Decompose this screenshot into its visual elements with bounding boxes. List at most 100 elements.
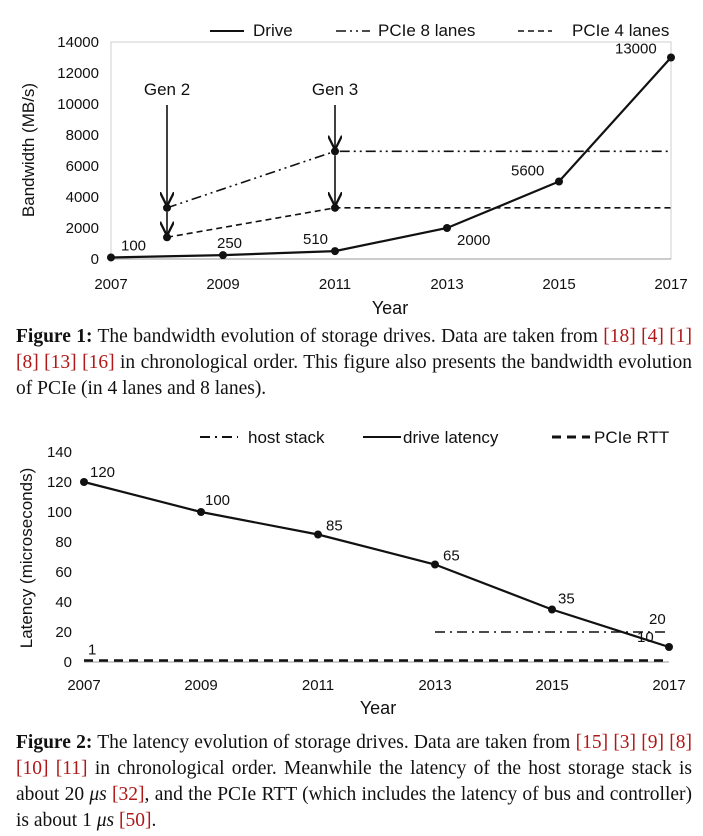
data-label: 2000 (457, 232, 490, 249)
figure-1-caption: Figure 1: The bandwidth evolution of sto… (16, 324, 692, 402)
y-tick-label: 120 (47, 474, 72, 491)
x-tick-label: 2009 (184, 677, 217, 694)
figure-2-caption-citation: [15] (575, 732, 609, 753)
x-tick-label: 2013 (418, 677, 451, 694)
y-axis-label: Latency (microseconds) (17, 468, 36, 648)
data-point (197, 508, 205, 516)
legend-label: PCIe 4 lanes (572, 21, 669, 40)
legend-label: PCIe RTT (594, 428, 669, 447)
data-point (331, 203, 339, 212)
y-tick-label: 4000 (66, 189, 99, 206)
data-point (107, 253, 115, 262)
x-tick-label: 2011 (302, 677, 334, 694)
figure-2-caption-citation: [9] (641, 732, 665, 753)
figure-1-caption-citation: [1] (669, 326, 693, 347)
y-tick-label: 0 (64, 654, 72, 671)
data-label: 13000 (615, 41, 657, 58)
y-tick-label: 40 (55, 594, 72, 611)
series-line-pcie-8-lanes (166, 150, 671, 209)
y-tick-label: 60 (55, 564, 72, 581)
x-tick-label: 2009 (206, 276, 239, 293)
annotation-label: Gen 3 (312, 80, 358, 99)
y-tick-label: 14000 (57, 34, 99, 51)
data-label: 120 (90, 464, 115, 481)
x-tick-label: 2007 (67, 677, 100, 694)
y-tick-label: 20 (55, 624, 72, 641)
figure-2-caption-citation: [50] (118, 810, 152, 831)
data-label: 100 (121, 237, 146, 254)
figure-1-caption-citation: [4] (641, 326, 664, 347)
x-tick-label: 2015 (542, 276, 575, 293)
data-point (555, 177, 563, 186)
figure-2-caption-label: Figure 2: (16, 732, 93, 753)
series-line-drive-latency (83, 480, 670, 649)
y-tick-label: 10000 (57, 96, 99, 113)
y-tick-label: 140 (47, 444, 72, 461)
figure-2-caption-text-run: μs (89, 784, 107, 805)
y-tick-label: 8000 (66, 127, 99, 144)
data-point (331, 147, 339, 156)
figure-2-caption-citation: [8] (669, 732, 693, 753)
figure-1-caption-citation: [16] (82, 352, 115, 373)
x-tick-label: 2017 (654, 276, 687, 293)
x-tick-label: 2013 (430, 276, 463, 293)
data-point (548, 605, 556, 614)
y-tick-label: 80 (55, 534, 72, 551)
y-tick-label: 12000 (57, 65, 99, 82)
figure-1-caption-label: Figure 1: (16, 326, 93, 347)
data-point (163, 233, 171, 242)
figure-2-caption-text-run: . (151, 810, 157, 831)
data-point (665, 643, 673, 651)
data-point (431, 560, 439, 569)
series-line-drive (110, 56, 672, 259)
figure-2-caption-citation: [10] (16, 758, 49, 779)
legend-label: Drive (253, 21, 293, 40)
figure-2-caption-text-run: μs (96, 810, 115, 831)
figure-2-caption-citation: [3] (613, 732, 637, 753)
figure-1-caption-citation: [18] (603, 326, 636, 347)
figure-2-caption-text: The latency evolution of storage drives.… (16, 732, 692, 831)
data-label: 250 (217, 235, 242, 252)
annotation-label: Gen 2 (144, 80, 190, 99)
data-point (314, 530, 322, 539)
data-label: 85 (326, 518, 343, 535)
legend-label: drive latency (403, 428, 499, 447)
bandwidth-chart-svg: 0 2000 4000 6000 8000 10000 12000 14000 2007 2009… (19, 21, 688, 318)
data-label: 65 (443, 548, 460, 565)
y-axis-label: Bandwidth (MB/s) (19, 83, 38, 217)
data-label: 5600 (511, 163, 544, 180)
figure-1-caption-citation: [13] (44, 352, 77, 373)
data-label: 510 (303, 231, 328, 248)
figure-2-chart: 0 20 40 60 80 100 120 140 2007 2009 2011 2013 2015 20… (0, 418, 703, 721)
figure-2-caption: Figure 2: The latency evolution of stora… (16, 730, 692, 834)
data-label: 20 (649, 611, 666, 628)
x-axis-label: Year (360, 698, 396, 718)
figure-2-caption-text-run: , and the PCIe RTT (which includes the l… (16, 784, 693, 831)
figure-1-caption-text: The bandwidth evolution of storage drive… (16, 326, 692, 399)
data-label: 100 (205, 492, 230, 509)
legend-label: PCIe 8 lanes (378, 21, 475, 40)
data-label: 1 (88, 642, 96, 659)
y-tick-label: 0 (91, 251, 99, 268)
data-point (331, 247, 339, 256)
y-tick-label: 2000 (66, 220, 99, 237)
figure-1-caption-text-run: The bandwidth evolution of storage drive… (92, 326, 604, 347)
x-tick-label: 2007 (94, 276, 127, 293)
x-tick-label: 2015 (535, 677, 568, 694)
data-label: 35 (558, 591, 575, 608)
x-tick-label: 2017 (652, 677, 685, 694)
figure-1-caption-citation: [8] (16, 352, 39, 373)
figure-2-caption-citation: [11] (55, 758, 88, 779)
data-point (443, 224, 451, 232)
data-label: 10 (637, 629, 654, 646)
y-tick-label: 100 (47, 504, 72, 521)
legend-label: host stack (248, 428, 325, 447)
figure-2-caption-text-run: The latency evolution of storage drives.… (92, 732, 576, 753)
figure-2-caption-citation: [32] (112, 784, 145, 805)
x-tick-label: 2011 (319, 276, 351, 293)
figure-1-caption-text-run: in chronological order. This figure also… (16, 352, 693, 399)
figure-2-caption-text-run (49, 758, 56, 779)
figure-2-caption-text-run: in chronological order. Meanwhile the la… (16, 758, 692, 805)
data-point (80, 478, 88, 486)
